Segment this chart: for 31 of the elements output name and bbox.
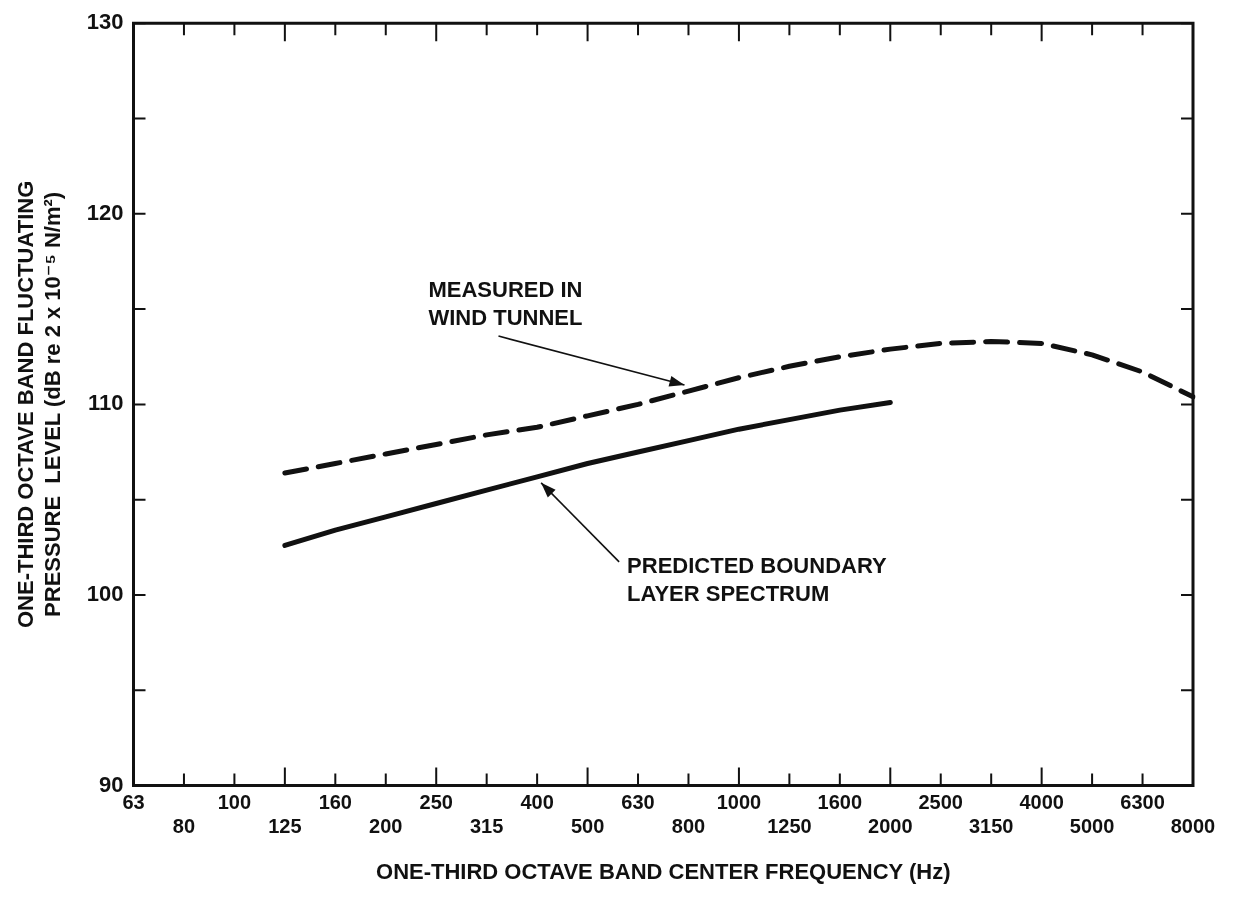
y-tick-label: 130 xyxy=(86,9,124,35)
x-tick-label: 6300 xyxy=(1120,791,1165,814)
x-tick-label: 80 xyxy=(172,815,196,838)
x-tick-label: 400 xyxy=(520,791,554,814)
x-tick-label: 2000 xyxy=(868,815,913,838)
x-tick-label: 2500 xyxy=(918,791,963,814)
x-tick-label: 160 xyxy=(318,791,352,814)
x-tick-label: 3150 xyxy=(968,815,1014,838)
y-tick-label: 110 xyxy=(88,390,124,416)
y-tick-label: 100 xyxy=(86,581,124,607)
x-tick-label: 1250 xyxy=(767,815,812,838)
x-tick-label: 125 xyxy=(268,815,302,838)
x-tick-label: 5000 xyxy=(1069,815,1115,838)
x-tick-label: 1600 xyxy=(817,791,863,814)
annotation: MEASURED IN WIND TUNNEL xyxy=(428,277,583,331)
annotation: PREDICTED BOUNDARY LAYER SPECTRUM xyxy=(627,552,887,606)
x-axis-title: ONE-THIRD OCTAVE BAND CENTER FREQUENCY (Hz) xyxy=(376,858,951,884)
y-tick-label: 90 xyxy=(99,771,124,797)
y-axis-title: ONE-THIRD OCTAVE BAND FLUCTUATING PRESSURE LEVEL (dB re 2 x 10⁻⁵ N/m²) xyxy=(13,180,65,629)
x-tick-label: 250 xyxy=(419,791,453,814)
x-tick-label: 200 xyxy=(369,815,403,838)
x-tick-label: 500 xyxy=(570,815,605,838)
x-tick-label: 8000 xyxy=(1170,815,1216,838)
y-tick-label: 120 xyxy=(86,199,124,225)
x-tick-label: 100 xyxy=(217,791,252,814)
x-tick-label: 1000 xyxy=(716,791,762,814)
x-tick-label: 63 xyxy=(122,791,145,814)
x-tick-label: 630 xyxy=(621,791,655,814)
x-tick-label: 315 xyxy=(469,815,504,838)
x-tick-label: 800 xyxy=(671,815,706,838)
x-tick-label: 4000 xyxy=(1019,791,1064,814)
